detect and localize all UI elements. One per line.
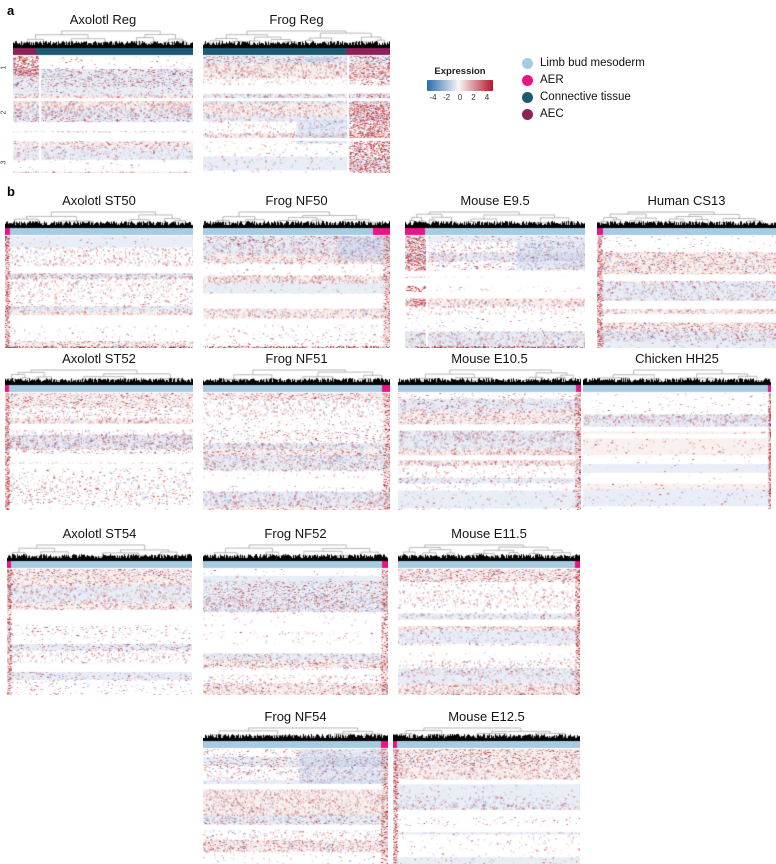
heatmap-canvas <box>203 369 390 510</box>
legend-item-aec: AEC <box>522 106 645 122</box>
colorbar-title: Expression <box>434 66 486 77</box>
legend-label: AEC <box>540 108 564 120</box>
colorbar-tick: -2 <box>442 93 451 102</box>
heatmap-title: Frog Reg <box>269 12 324 27</box>
annotation-legend: Limb bud mesoderm AER Connective tissue … <box>522 55 645 123</box>
heatmap-canvas <box>583 369 771 510</box>
heatmap-canvas <box>203 544 388 695</box>
colorbar-tick: 0 <box>457 93 463 102</box>
legend-item-aer: AER <box>522 72 645 88</box>
legend-dot-3 <box>522 108 533 120</box>
heatmap-title: Axolotl ST50 <box>62 193 136 208</box>
colorbar-tick: 2 <box>471 93 476 102</box>
row-cluster-label: 3 <box>0 160 8 165</box>
expression-colorbar: Expression -4 -2 0 2 4 <box>427 66 493 102</box>
heatmap-canvas <box>398 369 581 510</box>
colorbar-ticks: -4 -2 0 2 4 <box>427 93 493 102</box>
heatmap-title: Human CS13 <box>647 193 726 208</box>
heatmap-title: Mouse E9.5 <box>460 193 530 208</box>
heatmap-title: Frog NF52 <box>264 526 327 541</box>
heatmap-title: Axolotl Reg <box>69 12 137 27</box>
colorbar-tick: 4 <box>484 93 490 102</box>
legend-label: AER <box>540 74 564 86</box>
colorbar-tick: -4 <box>429 93 437 102</box>
heatmap-canvas <box>203 211 390 348</box>
heatmap-title: Frog NF50 <box>265 193 328 208</box>
legend-dot-1 <box>522 74 533 86</box>
legend-item-limb-bud-mesoderm: Limb bud mesoderm <box>522 55 645 71</box>
heatmap-canvas <box>405 211 585 348</box>
heatmap-canvas <box>597 211 776 348</box>
colorbar-gradient <box>427 80 493 91</box>
heatmap-title: Axolotl ST52 <box>62 351 136 366</box>
heatmap-title: Frog NF54 <box>264 709 327 724</box>
heatmap-title: Mouse E10.5 <box>451 351 528 366</box>
legend-item-connective-tissue: Connective tissue <box>522 89 645 105</box>
panel-a-label: a <box>7 3 15 18</box>
heatmap-canvas <box>393 727 580 864</box>
heatmap-canvas <box>203 30 390 173</box>
heatmap-canvas <box>7 544 192 695</box>
panel-b-label: b <box>7 184 15 199</box>
heatmap-canvas <box>5 211 193 348</box>
row-cluster-label: 2 <box>0 110 8 115</box>
heatmap-canvas <box>398 544 580 695</box>
legend-label: Connective tissue <box>540 91 631 103</box>
legend-label: Limb bud mesoderm <box>540 57 645 69</box>
heatmap-canvas <box>203 727 388 864</box>
heatmap-title: Chicken HH25 <box>635 351 719 366</box>
heatmap-title: Mouse E11.5 <box>451 526 527 541</box>
legend-dot-2 <box>522 91 533 103</box>
heatmap-canvas <box>13 30 193 173</box>
heatmap-title: Frog NF51 <box>265 351 328 366</box>
heatmap-canvas <box>5 369 193 510</box>
heatmap-title: Axolotl ST54 <box>62 526 137 541</box>
legend-dot-0 <box>522 57 533 69</box>
row-cluster-label: 1 <box>0 65 8 70</box>
heatmap-title: Mouse E12.5 <box>448 709 525 724</box>
